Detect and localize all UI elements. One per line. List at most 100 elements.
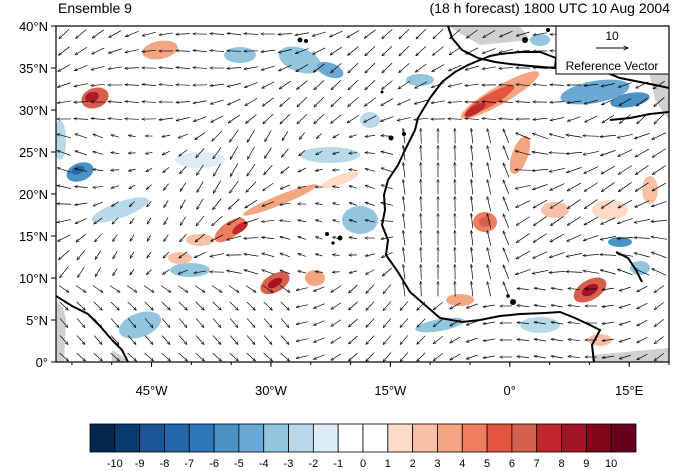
wind-vector: [314, 114, 325, 123]
anomaly-blob: [321, 171, 359, 189]
wind-vector: [210, 33, 225, 34]
anomaly-blob: [464, 103, 486, 117]
wind-vector: [651, 220, 668, 221]
wind-vector: [381, 203, 394, 206]
wind-vector: [403, 231, 406, 246]
wind-vector: [228, 98, 241, 105]
wind-vector: [163, 167, 170, 172]
lon-tick-label: 45°W: [136, 383, 169, 398]
wind-vector: [568, 288, 581, 289]
wind-vector: [247, 129, 256, 142]
wind-vector: [297, 80, 308, 90]
wind-vector: [421, 129, 422, 144]
colorbar-label: -3: [284, 458, 294, 470]
wind-vector: [549, 271, 566, 272]
wind-vector: [57, 82, 71, 87]
wind-vector: [280, 301, 290, 310]
wind-vector: [178, 335, 187, 344]
wind-vector: [193, 68, 208, 69]
wind-vector: [297, 113, 308, 124]
wind-vector: [262, 285, 273, 293]
wind-vector: [400, 335, 409, 344]
wind-vector: [212, 216, 223, 225]
wind-vector: [652, 182, 667, 191]
wind-vector: [146, 152, 153, 154]
colorbar-label: -8: [160, 458, 170, 470]
wind-vector: [94, 217, 103, 224]
wind-vector: [400, 318, 409, 327]
coastline: [56, 26, 669, 362]
wind-vector: [416, 46, 427, 55]
wind-vector: [143, 285, 154, 293]
wind-vector: [431, 100, 445, 103]
anomaly-blob: [479, 217, 491, 227]
wind-vector: [229, 301, 239, 310]
wind-vector: [180, 199, 186, 209]
wind-vector: [280, 113, 291, 124]
wind-vector: [194, 252, 206, 257]
wind-vector: [364, 97, 376, 106]
wind-vector: [112, 217, 119, 224]
wind-vector: [583, 271, 599, 274]
wind-vector: [230, 129, 239, 142]
wind-vector: [129, 184, 136, 189]
wind-vector: [487, 146, 492, 161]
wind-vector: [299, 132, 305, 140]
wind-vector: [262, 253, 275, 258]
wind-vector: [58, 285, 69, 293]
wind-vector: [227, 83, 241, 86]
reference-vector-legend: 10 Reference Vector: [555, 25, 670, 75]
colorbar-swatch: [288, 423, 314, 453]
wind-vector: [487, 163, 492, 178]
wind-vector: [550, 102, 565, 103]
wind-vector: [74, 119, 89, 120]
wind-vector: [178, 269, 188, 274]
wind-vector: [414, 118, 428, 120]
wind-vector: [517, 322, 530, 323]
wind-vector: [515, 269, 531, 274]
wind-vector: [262, 270, 275, 275]
colorbar-swatch: [188, 423, 215, 453]
wind-vector: [449, 46, 462, 55]
wind-vector: [298, 237, 307, 240]
wind-vector: [76, 335, 85, 344]
wind-vector: [533, 32, 547, 35]
wind-vector: [129, 169, 136, 171]
wind-vector: [147, 217, 152, 224]
wind-vector: [76, 233, 87, 242]
wind-vector: [365, 253, 375, 256]
wind-vector: [550, 85, 565, 86]
wind-vector: [180, 233, 187, 242]
wind-vector: [654, 302, 664, 309]
wind-vector: [331, 319, 342, 326]
wind-vector: [210, 83, 224, 86]
colorbar: -10 -9 -8 -7 -6 -5 -4 -3 -2 -1 0 1 2 3 4 5 6 7 8 9 10: [89, 423, 637, 470]
wind-vector: [195, 335, 204, 344]
wind-vector: [465, 84, 479, 86]
wind-vector: [471, 146, 474, 161]
wind-vector: [637, 336, 648, 343]
colorbar-label: 8: [558, 458, 564, 470]
wind-vector: [57, 219, 72, 223]
wind-vector: [403, 214, 406, 229]
wind-vector: [247, 146, 255, 160]
wind-vector: [75, 202, 88, 205]
colorbar-label: 2: [410, 458, 416, 470]
wind-vector: [213, 146, 222, 159]
wind-vector: [534, 305, 546, 308]
wind-vector: [296, 304, 308, 308]
wind-vector: [583, 254, 600, 255]
wind-vector: [516, 102, 531, 103]
wind-vector: [550, 216, 564, 225]
wind-vector: [278, 49, 292, 52]
wind-vector: [313, 303, 325, 309]
wind-vector: [110, 335, 119, 344]
wind-vector: [602, 114, 615, 123]
wind-vector: [550, 233, 565, 242]
anomaly-blob: [170, 263, 210, 277]
wind-vector: [487, 282, 492, 297]
wind-vector: [298, 220, 307, 223]
wind-vector: [57, 100, 71, 103]
wind-vector: [433, 318, 443, 326]
anomaly-blob: [406, 74, 434, 86]
